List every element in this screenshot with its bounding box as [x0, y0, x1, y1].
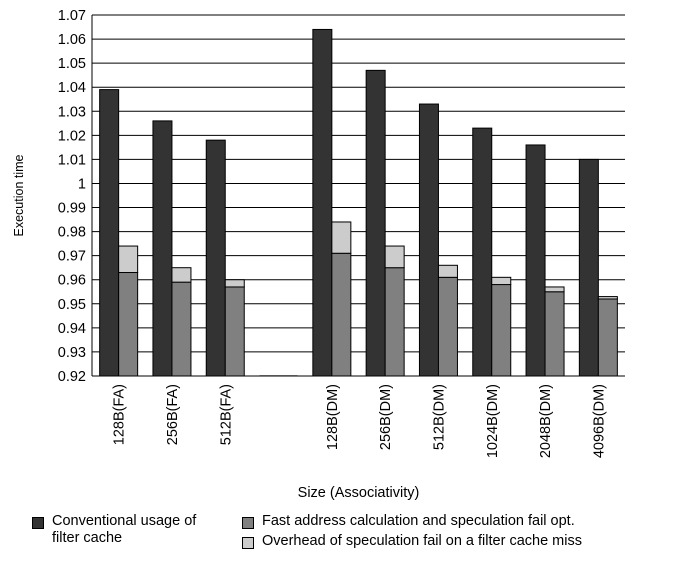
bar-overhead — [385, 246, 404, 268]
y-tick-label: 1.05 — [58, 56, 86, 72]
bar-fast-address — [492, 285, 511, 376]
x-tick-label: 4096B(DM) — [591, 384, 607, 458]
x-tick-label: 256B(FA) — [165, 384, 181, 445]
bar-overhead — [172, 268, 191, 282]
bar-conventional — [100, 90, 119, 376]
bar-overhead — [545, 287, 564, 292]
bar-conventional — [366, 70, 385, 376]
x-tick-label: 128B(FA) — [112, 384, 128, 445]
x-tick-label: 256B(DM) — [378, 384, 394, 450]
y-tick-label: 0.95 — [58, 297, 86, 313]
legend-label-overhead: Overhead of speculation fail on a filter… — [262, 533, 582, 550]
bar-conventional — [313, 29, 332, 376]
y-tick-label: 0.99 — [58, 201, 86, 217]
bar-conventional — [153, 121, 172, 376]
y-tick-label: 1.02 — [58, 128, 86, 144]
legend-label-line1: Conventional usage of — [52, 513, 196, 529]
bar-conventional — [473, 128, 492, 376]
y-tick-label: 0.94 — [58, 321, 86, 337]
y-tick-label: 1.04 — [58, 80, 86, 96]
y-tick-label: 1 — [78, 176, 86, 192]
bar-fast-address — [598, 299, 617, 376]
legend-swatch-fast-address — [242, 517, 254, 529]
bar-overhead — [492, 277, 511, 284]
bar-fast-address — [332, 253, 351, 376]
bar-overhead — [225, 280, 244, 287]
legend-item-conventional: Conventional usage of filter cache — [32, 513, 196, 547]
bar-fast-address — [545, 292, 564, 376]
legend-label-fast-address: Fast address calculation and speculation… — [262, 513, 575, 530]
legend: Conventional usage of filter cache Fast … — [32, 513, 672, 561]
y-tick-label: 0.92 — [58, 369, 86, 385]
bar-fast-address — [225, 287, 244, 376]
y-tick-label: 1.03 — [58, 104, 86, 120]
y-tick-label: 0.96 — [58, 273, 86, 289]
y-tick-label: 1.07 — [58, 8, 86, 24]
bar-conventional — [419, 104, 438, 376]
bar-overhead — [332, 222, 351, 253]
bar-conventional — [526, 145, 545, 376]
legend-label-conventional: Conventional usage of filter cache — [52, 513, 196, 547]
legend-swatch-overhead — [242, 537, 254, 549]
legend-label-line2: filter cache — [52, 530, 122, 546]
y-tick-label: 0.98 — [58, 225, 86, 241]
y-tick-label: 1.01 — [58, 152, 86, 168]
bar-fast-address — [119, 273, 138, 376]
legend-item-fast-address: Fast address calculation and speculation… — [242, 513, 575, 530]
bar-fast-address — [385, 268, 404, 376]
y-tick-label: 0.93 — [58, 345, 86, 361]
x-tick-label: 512B(FA) — [218, 384, 234, 445]
bar-conventional — [579, 159, 598, 376]
legend-swatch-conventional — [32, 517, 44, 529]
bar-overhead — [598, 297, 617, 299]
y-tick-label: 1.06 — [58, 32, 86, 48]
x-tick-label: 1024B(DM) — [485, 384, 501, 458]
y-axis-title: Execution time — [12, 154, 26, 236]
legend-item-overhead: Overhead of speculation fail on a filter… — [242, 533, 582, 550]
bar-fast-address — [172, 282, 191, 376]
y-tick-label: 0.97 — [58, 249, 86, 265]
bar-conventional — [206, 140, 225, 376]
chart-plot: 1.07 1.06 1.05 1.04 1.03 1.02 1.01 1 0.99 0.98 0.9… — [0, 0, 673, 510]
x-tick-label: 512B(DM) — [431, 384, 447, 450]
x-tick-label: 128B(DM) — [325, 384, 341, 450]
bar-overhead — [119, 246, 138, 272]
bar-fast-address — [438, 277, 457, 376]
bar-overhead — [438, 265, 457, 277]
x-tick-label: 2048B(DM) — [538, 384, 554, 458]
x-axis-title: Size (Associativity) — [298, 485, 420, 501]
